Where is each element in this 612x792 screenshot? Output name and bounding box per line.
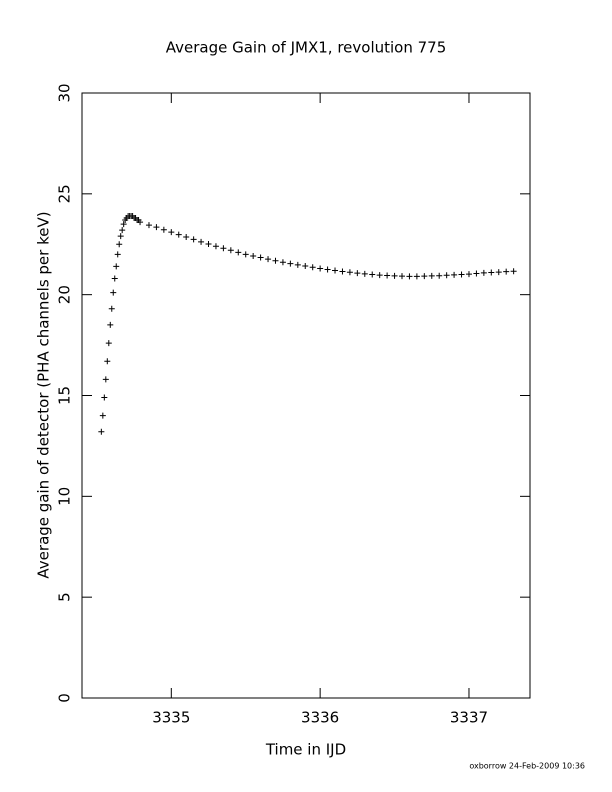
marker bbox=[114, 251, 121, 258]
marker bbox=[473, 270, 480, 277]
marker bbox=[175, 231, 182, 238]
marker bbox=[376, 272, 383, 279]
footer: oxborrow 24-Feb-2009 10:36 bbox=[469, 762, 585, 771]
marker bbox=[120, 221, 127, 228]
marker bbox=[421, 273, 428, 280]
marker bbox=[160, 226, 167, 233]
marker bbox=[480, 269, 487, 276]
y-axis-label: Average gain of detector (PHA channels p… bbox=[35, 211, 53, 578]
marker bbox=[117, 233, 124, 240]
marker bbox=[250, 252, 257, 259]
marker bbox=[495, 269, 502, 276]
marker bbox=[119, 227, 126, 234]
marker bbox=[302, 263, 309, 270]
marker bbox=[354, 270, 361, 277]
y-tick-label: 25 bbox=[56, 184, 74, 203]
marker bbox=[242, 251, 249, 258]
marker bbox=[309, 264, 316, 271]
marker bbox=[406, 273, 413, 280]
marker bbox=[205, 241, 212, 248]
marker bbox=[116, 241, 123, 248]
marker bbox=[137, 219, 144, 226]
marker bbox=[443, 272, 450, 279]
marker bbox=[503, 268, 510, 275]
marker bbox=[198, 238, 205, 245]
marker bbox=[145, 222, 152, 229]
marker bbox=[346, 269, 353, 276]
marker bbox=[220, 245, 227, 252]
marker bbox=[391, 272, 398, 279]
marker bbox=[101, 394, 108, 401]
marker bbox=[235, 249, 242, 256]
marker bbox=[361, 270, 368, 277]
marker bbox=[111, 275, 118, 282]
marker bbox=[413, 273, 420, 280]
marker bbox=[339, 268, 346, 275]
marker bbox=[369, 271, 376, 278]
marker bbox=[108, 305, 115, 312]
marker bbox=[113, 263, 120, 270]
marker bbox=[272, 257, 279, 264]
marker bbox=[102, 376, 109, 383]
marker bbox=[104, 358, 111, 365]
marker bbox=[153, 224, 160, 231]
marker bbox=[227, 247, 234, 254]
marker bbox=[257, 254, 264, 261]
marker bbox=[451, 271, 458, 278]
marker bbox=[183, 233, 190, 240]
marker bbox=[190, 236, 197, 243]
marker bbox=[294, 261, 301, 268]
marker bbox=[332, 267, 339, 274]
marker bbox=[384, 272, 391, 279]
chart-title: Average Gain of JMX1, revolution 775 bbox=[166, 39, 447, 57]
x-tick-label: 3336 bbox=[301, 709, 339, 727]
marker bbox=[458, 271, 465, 278]
marker bbox=[488, 269, 495, 276]
marker bbox=[107, 321, 114, 328]
y-tick-label: 30 bbox=[56, 83, 74, 102]
y-tick-label: 15 bbox=[56, 386, 74, 405]
marker bbox=[465, 271, 472, 278]
y-tick-label: 5 bbox=[56, 592, 74, 602]
x-tick-label: 3337 bbox=[450, 709, 488, 727]
x-tick-label: 3335 bbox=[152, 709, 190, 727]
y-tick-label: 20 bbox=[56, 285, 74, 304]
marker bbox=[324, 266, 331, 273]
y-tick-label: 0 bbox=[56, 693, 74, 703]
marker bbox=[265, 256, 272, 263]
marker bbox=[98, 428, 105, 435]
marker bbox=[168, 229, 175, 236]
plot-frame bbox=[81, 92, 531, 699]
marker bbox=[279, 259, 286, 266]
marker bbox=[99, 412, 106, 419]
marker bbox=[287, 260, 294, 267]
marker bbox=[317, 265, 324, 272]
marker bbox=[110, 289, 117, 296]
x-axis-label: Time in IJD bbox=[265, 741, 346, 759]
marker bbox=[105, 340, 112, 347]
marker bbox=[399, 273, 405, 280]
marker bbox=[436, 272, 443, 279]
y-tick-label: 10 bbox=[56, 487, 74, 506]
marker bbox=[428, 272, 435, 279]
marker bbox=[212, 243, 219, 250]
marker bbox=[510, 268, 517, 275]
